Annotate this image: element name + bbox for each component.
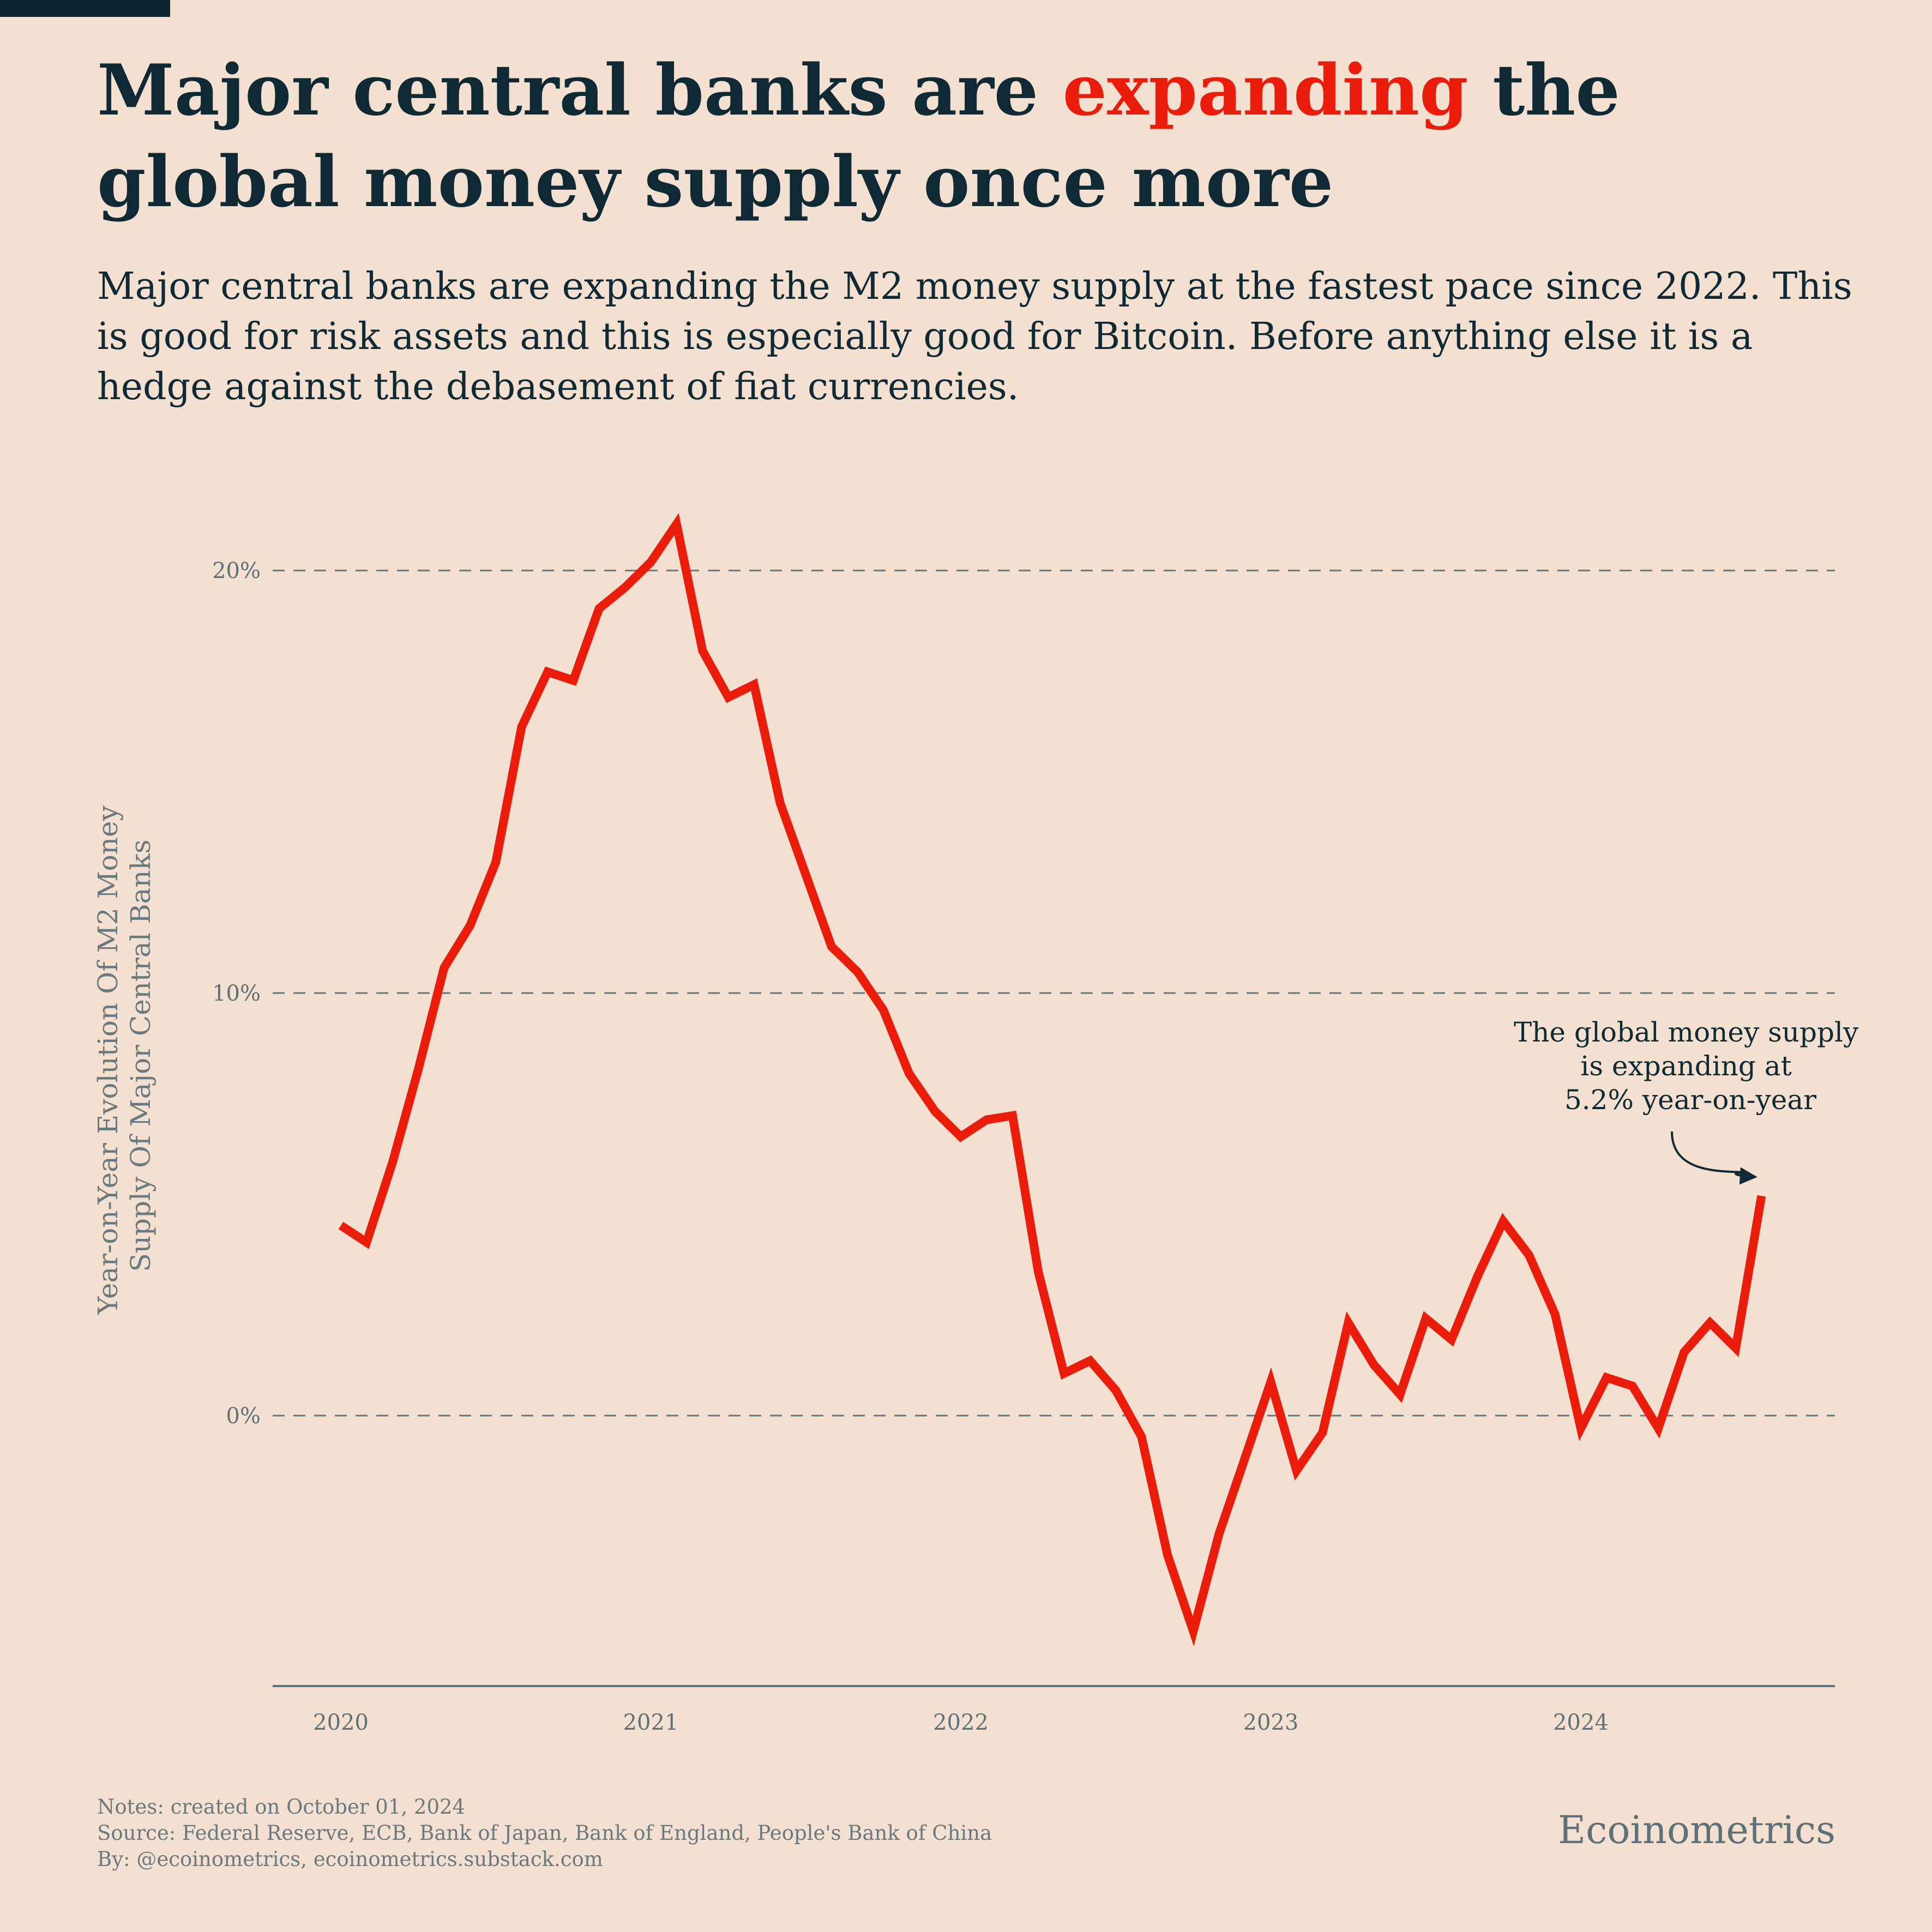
annotation-line-3: 5.2% year-on-year [1564,1084,1816,1116]
x-tick-label: 2024 [1553,1710,1609,1735]
y-axis-label-line-2: Supply Of Major Central Banks [125,840,157,1272]
y-tick-label: 20% [212,558,261,583]
x-tick-label: 2020 [313,1710,369,1735]
y-axis-label-line-1: Year-on-Year Evolution Of M2 Money [92,805,124,1315]
x-tick-labels: 2020 2021 2022 2023 2024 [313,1710,1609,1735]
page-subtitle: Major central banks are expanding the M2… [97,265,1852,408]
x-tick-label: 2021 [623,1710,679,1735]
title-part-2: the global money supply once more [97,50,1620,223]
y-axis-label: Year-on-Year Evolution Of M2 Money Suppl… [92,797,157,1315]
series-line [338,513,1766,1647]
page-title: Major central banks are expanding the gl… [97,45,1869,228]
annotation: The global money supply is expanding at … [1514,1016,1867,1185]
annotation-text: The global money supply is expanding at … [1514,1016,1867,1116]
x-tick-label: 2022 [933,1710,989,1735]
y-tick-label: 10% [212,981,261,1006]
title-highlight: expanding [1062,50,1468,131]
annotation-arrow [1671,1131,1758,1185]
y-tick-label: 0% [226,1404,261,1429]
annotation-line-2: is expanding at [1580,1050,1791,1082]
corner-accent-bar [0,0,170,17]
annotation-line-1: The global money supply [1514,1016,1859,1048]
grid-lines [273,569,1835,1417]
footer-byline: By: @ecoinometrics, ecoinometrics.substa… [97,1847,603,1871]
footer-created-note: Notes: created on October 01, 2024 [97,1795,466,1819]
series-group [338,513,1766,1647]
brand-logo-text: Ecoinometrics [1558,1808,1835,1852]
footer-source: Source: Federal Reserve, ECB, Bank of Ja… [97,1821,992,1845]
y-tick-labels: 0% 10% 20% [212,558,261,1429]
x-tick-label: 2023 [1243,1710,1299,1735]
footer-notes: Notes: created on October 01, 2024 Sourc… [97,1794,992,1873]
title-part-1: Major central banks are [97,50,1063,131]
